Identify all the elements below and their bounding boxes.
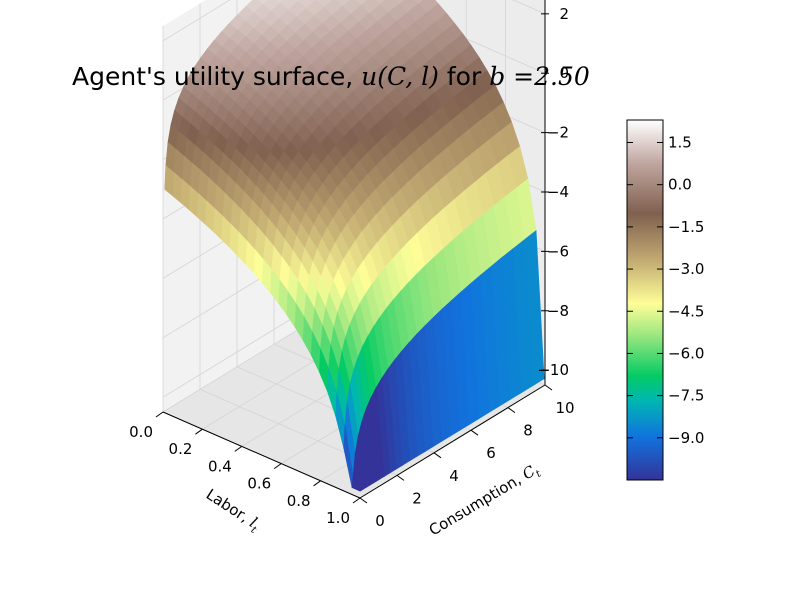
chart-title: Agent's utility surface, u(C, l) for b =… xyxy=(72,62,590,91)
colorbar-tick-label: −3.0 xyxy=(668,260,704,278)
colorbar-tick-label: −4.5 xyxy=(668,302,704,320)
z-tick-label: 2 xyxy=(559,5,569,23)
y-tick-mark xyxy=(434,453,441,458)
x-tick-label: 0.8 xyxy=(287,492,311,510)
x-tick-label: 0.6 xyxy=(247,475,271,493)
y-tick-mark xyxy=(545,385,552,390)
y-tick-mark xyxy=(508,408,515,413)
y-tick-label: 6 xyxy=(486,444,496,462)
x-tick-mark xyxy=(156,412,163,417)
colorbar-tick-label: 0.0 xyxy=(668,176,692,194)
colorbar: 1.5 0.0 −1.5 −3.0 −4.5 −6.0 −7.5 −9.0 xyxy=(627,120,704,480)
x-tick-mark xyxy=(274,464,281,469)
y-tick-label: 0 xyxy=(375,512,385,530)
y-tick-mark xyxy=(360,498,367,503)
y-tick-label: 4 xyxy=(449,467,459,485)
colorbar-tick-label: −9.0 xyxy=(668,429,704,447)
x-tick-mark xyxy=(235,446,242,451)
y-tick-mark xyxy=(397,475,404,480)
colorbar-gradient xyxy=(627,120,663,480)
x-tick-mark xyxy=(195,429,202,434)
x-tick-label: 1.0 xyxy=(326,509,350,527)
y-axis-label: Consumption, Ct xyxy=(426,459,544,542)
colorbar-tick-label: −7.5 xyxy=(668,387,704,405)
colorbar-tick-label: −1.5 xyxy=(668,218,704,236)
colorbar-tick-label: −6.0 xyxy=(668,344,704,362)
z-tick-label: −8 xyxy=(547,302,569,320)
colorbar-tick-label: 1.5 xyxy=(668,134,692,152)
z-tick-label: −6 xyxy=(547,242,569,260)
z-tick-label: −2 xyxy=(547,124,569,142)
x-tick-label: 0.4 xyxy=(208,457,232,475)
z-tick-label: −10 xyxy=(537,361,569,379)
x-tick-mark xyxy=(314,481,321,486)
y-tick-mark xyxy=(471,430,478,435)
y-tick-label: 8 xyxy=(523,422,533,440)
x-tick-label: 0.2 xyxy=(169,440,193,458)
y-tick-label: 2 xyxy=(412,489,422,507)
x-axis-label: Labor, lt xyxy=(201,485,264,536)
z-tick-label: −4 xyxy=(547,183,569,201)
y-tick-label: 10 xyxy=(555,399,574,417)
x-tick-mark xyxy=(353,498,360,503)
x-tick-label: 0.0 xyxy=(129,423,153,441)
